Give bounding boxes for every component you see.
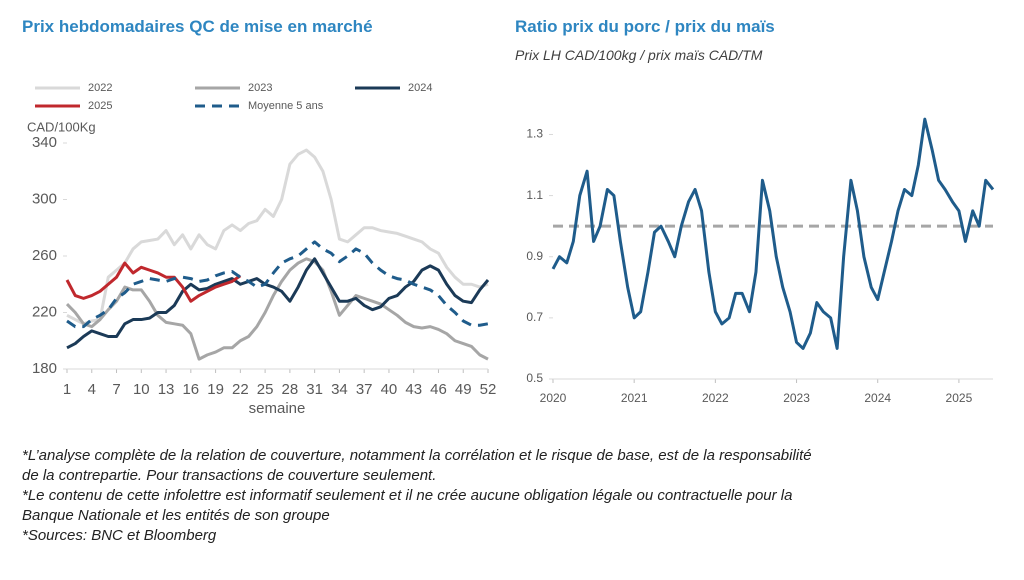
chart-subtitle: Prix LH CAD/100kg / prix maïs CAD/TM bbox=[515, 47, 763, 63]
y-tick-label: 0.7 bbox=[526, 310, 543, 324]
x-tick-label: 52 bbox=[480, 381, 497, 398]
x-tick-label: 13 bbox=[158, 381, 175, 398]
x-tick-label: 34 bbox=[331, 381, 348, 398]
y-tick-label: 300 bbox=[32, 190, 57, 207]
x-tick-label: 49 bbox=[455, 381, 472, 398]
x-tick-label: 31 bbox=[306, 381, 323, 398]
y-tick-label: 340 bbox=[32, 134, 57, 151]
chart-title: Prix hebdomadaires QC de mise en marché bbox=[22, 17, 373, 36]
x-tick-label: 19 bbox=[207, 381, 224, 398]
y-tick-label: 1.1 bbox=[526, 188, 543, 202]
y-tick-label: 260 bbox=[32, 247, 57, 264]
legend-label: 2022 bbox=[88, 82, 112, 94]
x-tick-label: 2020 bbox=[540, 391, 567, 405]
y-tick-label: 0.9 bbox=[526, 249, 543, 263]
x-tick-label: 2022 bbox=[702, 391, 729, 405]
footnote: *Le contenu de cette infolettre est info… bbox=[22, 487, 793, 524]
legend-label: 2023 bbox=[248, 82, 272, 94]
chart-title: Ratio prix du porc / prix du maïs bbox=[515, 17, 775, 36]
x-tick-label: 40 bbox=[381, 381, 398, 398]
series-line bbox=[66, 240, 489, 329]
y-tick-label: 220 bbox=[32, 303, 57, 320]
footnotes: *L’analyse complète de la relation de co… bbox=[22, 446, 822, 546]
series-line bbox=[551, 117, 995, 350]
x-tick-label: 16 bbox=[182, 381, 199, 398]
x-tick-label: 7 bbox=[112, 381, 120, 398]
x-tick-label: 25 bbox=[257, 381, 274, 398]
y-axis-label: CAD/100Kg bbox=[27, 119, 96, 134]
legend-label: Moyenne 5 ans bbox=[248, 100, 324, 112]
x-tick-label: 28 bbox=[282, 381, 299, 398]
x-tick-label: 4 bbox=[88, 381, 96, 398]
y-tick-label: 0.5 bbox=[526, 371, 543, 385]
footnote: *L’analyse complète de la relation de co… bbox=[22, 447, 812, 484]
legend-label: 2024 bbox=[408, 82, 432, 94]
x-tick-label: 2024 bbox=[864, 391, 891, 405]
series-line bbox=[65, 261, 242, 303]
y-tick-label: 1.3 bbox=[526, 127, 543, 141]
charts: Prix hebdomadaires QC de mise en marché … bbox=[22, 17, 995, 417]
legend-label: 2025 bbox=[88, 100, 112, 112]
x-tick-label: 2023 bbox=[783, 391, 810, 405]
x-tick-label: 46 bbox=[430, 381, 447, 398]
series-line bbox=[66, 257, 490, 350]
x-tick-label: 43 bbox=[405, 381, 422, 398]
x-tick-label: 2021 bbox=[621, 391, 648, 405]
series-line bbox=[65, 257, 489, 361]
x-tick-label: 2025 bbox=[946, 391, 973, 405]
footnote: *Sources: BNC et Bloomberg bbox=[22, 527, 217, 544]
series-line bbox=[66, 148, 489, 326]
y-tick-label: 180 bbox=[32, 360, 57, 377]
x-axis-label: semaine bbox=[249, 400, 306, 417]
x-tick-label: 37 bbox=[356, 381, 373, 398]
x-tick-label: 1 bbox=[63, 381, 71, 398]
x-tick-label: 10 bbox=[133, 381, 150, 398]
x-tick-label: 22 bbox=[232, 381, 249, 398]
